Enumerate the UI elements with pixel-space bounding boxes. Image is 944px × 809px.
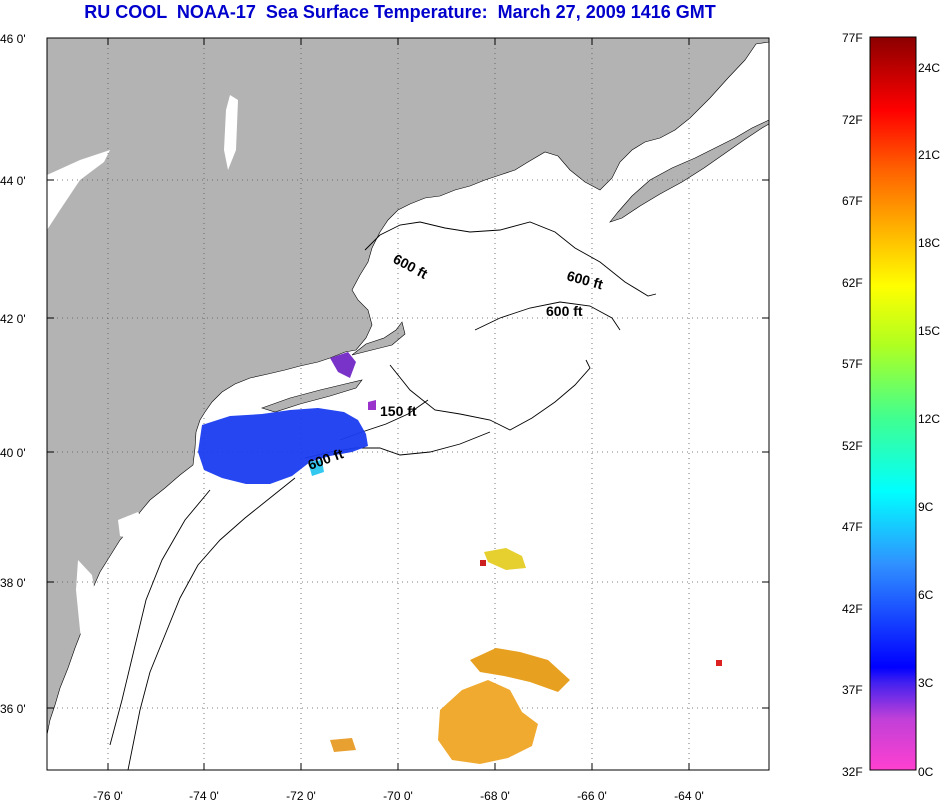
colorbar-c-label: 12C: [918, 412, 940, 426]
lon-label: -68 0': [480, 789, 510, 803]
map-title: RU COOL NOAA-17 Sea Surface Temperature:…: [84, 2, 716, 22]
sst-orange-patch-south: [438, 680, 538, 764]
long-island-land: [261, 379, 363, 413]
delaware-bay: [118, 512, 146, 540]
lon-label: -64 0': [674, 789, 704, 803]
colorbar-f-label: 72F: [842, 113, 863, 127]
colorbar-f-label: 57F: [842, 357, 863, 371]
colorbar-f-label: 52F: [842, 439, 863, 453]
map-frame: [46, 37, 770, 771]
colorbar-c-label: 3C: [918, 676, 934, 690]
colorbar: [869, 36, 917, 771]
colorbar-c-label: 24C: [918, 61, 940, 75]
contour-label: 150 ft: [380, 403, 417, 419]
colorbar-f-label: 42F: [842, 602, 863, 616]
lon-label: -70 0': [383, 789, 413, 803]
colorbar-c-label: 21C: [918, 148, 940, 162]
bathymetry-contours: [109, 221, 657, 771]
colorbar-f-label: 77F: [842, 31, 863, 45]
lon-label: -66 0': [577, 789, 607, 803]
sst-orange-patch-north: [470, 648, 570, 692]
colorbar-f-label: 32F: [842, 765, 863, 779]
cape-cod-land: [351, 321, 406, 356]
lat-label: 44 0': [0, 174, 26, 188]
lon-label: -74 0': [189, 789, 219, 803]
colorbar-f-label: 62F: [842, 276, 863, 290]
lat-label: 40 0': [0, 446, 26, 460]
sst-red-speck: [716, 660, 722, 666]
sst-violet-patch: [330, 352, 356, 378]
sst-red-speck-2: [480, 560, 486, 566]
sst-cold-water-patch: [198, 408, 368, 484]
sst-orange-speck: [330, 738, 356, 752]
sst-yellow-patch: [484, 548, 526, 570]
colorbar-f-label: 67F: [842, 194, 863, 208]
colorbar-c-label: 0C: [918, 765, 934, 779]
lon-label: -72 0': [286, 789, 316, 803]
lake-ontario: [47, 150, 110, 230]
colorbar-c-label: 6C: [918, 588, 934, 602]
colorbar-c-label: 15C: [918, 324, 940, 338]
colorbar-f-label: 47F: [842, 520, 863, 534]
lat-label: 42 0': [0, 312, 26, 326]
sst-cyan-patch: [308, 460, 324, 476]
chesapeake-bay: [76, 560, 98, 660]
lake-champlain: [224, 95, 238, 170]
lat-label: 38 0': [0, 576, 26, 590]
land-mass: [46, 37, 770, 736]
nova-scotia-land: [609, 119, 770, 223]
colorbar-c-label: 18C: [918, 236, 940, 250]
colorbar-f-label: 37F: [842, 683, 863, 697]
lon-label: -76 0': [93, 789, 123, 803]
contour-label: 600 ft: [546, 303, 583, 319]
sst-purple-speck: [368, 400, 376, 410]
lat-label: 46 0': [0, 32, 26, 46]
colorbar-c-label: 9C: [918, 500, 934, 514]
frame-ticks: [47, 38, 769, 770]
lat-label: 36 0': [0, 702, 26, 716]
graticule: [47, 38, 769, 770]
